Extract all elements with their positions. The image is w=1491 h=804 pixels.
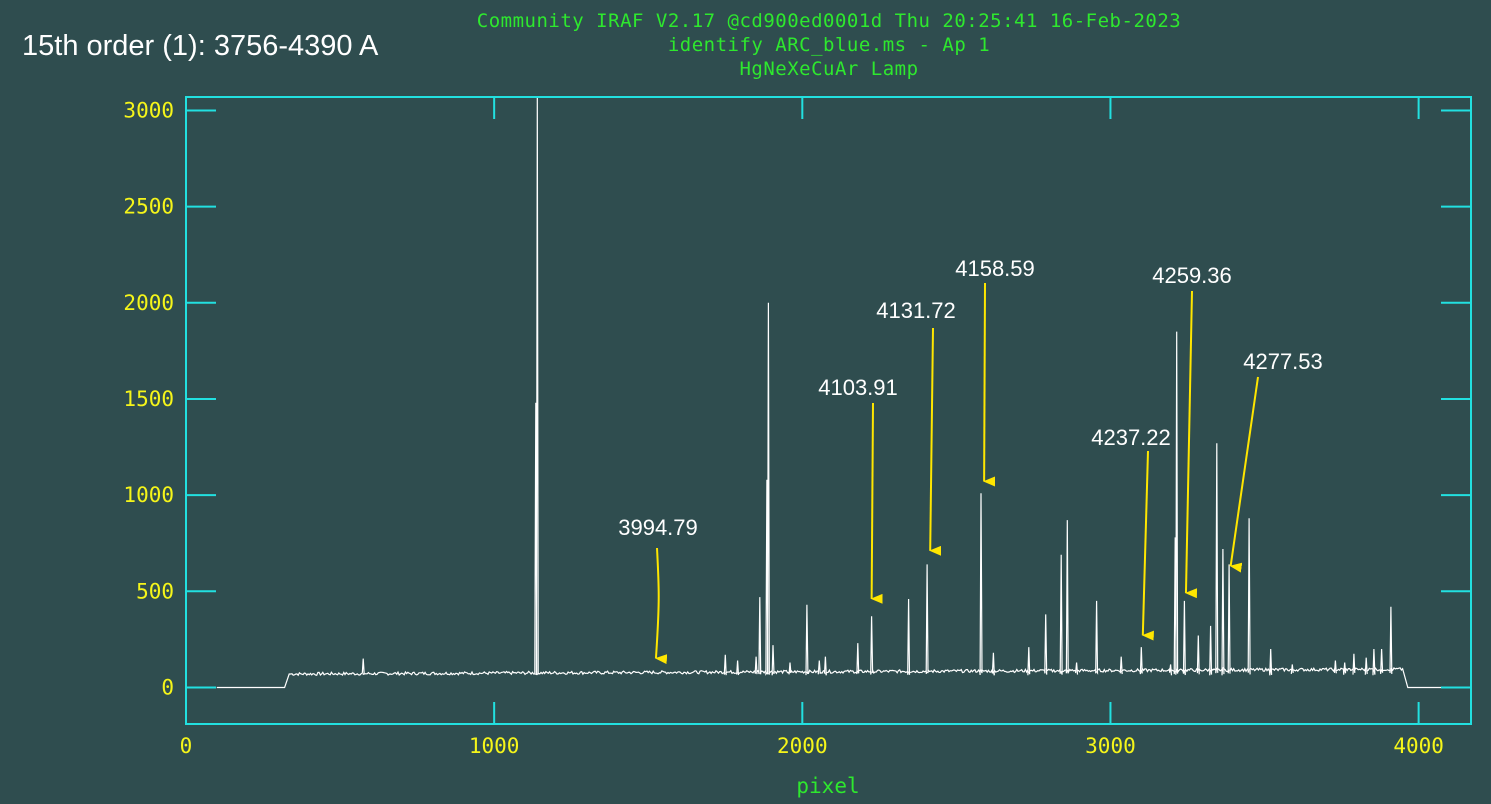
header-line-task: identify ARC_blue.ms - Ap 1 (667, 34, 991, 56)
line-id-arrow (1229, 376, 1259, 573)
x-axis-label: pixel (796, 774, 859, 798)
line-id-label: 4277.53 (1243, 349, 1323, 374)
line-id-arrow (1184, 290, 1198, 599)
line-identifications: 3994.79 4103.91 4131.72 4158.59 4237.22 4259.… (618, 256, 1323, 665)
spectrum-layer (216, 96, 1471, 689)
y-tick-label: 1000 (123, 483, 174, 507)
y-tick-label: 1500 (123, 387, 174, 411)
y-tick-label: 2000 (123, 291, 174, 315)
y-tick-label: 2500 (123, 195, 174, 219)
line-id-arrow (654, 547, 668, 665)
order-label: 15th order (1): 3756-4390 A (22, 30, 379, 62)
line-id-label: 4237.22 (1091, 425, 1171, 450)
line-id-label: 4131.72 (876, 298, 956, 323)
line-id-arrow (929, 327, 942, 556)
x-tick-label: 1000 (469, 734, 520, 758)
x-tick-label: 3000 (1085, 734, 1136, 758)
plot-border (185, 96, 1472, 725)
plot-frame (185, 96, 1472, 725)
line-id-label: 3994.79 (618, 515, 698, 540)
line-id-arrow (870, 402, 883, 604)
x-tick-label: 4000 (1393, 734, 1444, 758)
line-id-label: 4158.59 (955, 256, 1035, 281)
line-id-label: 4259.36 (1152, 263, 1232, 288)
line-id-arrow (1141, 450, 1154, 641)
line-id-label: 4103.91 (818, 375, 898, 400)
header-line-lamp: HgNeXeCuAr Lamp (739, 58, 919, 80)
y-tick-label: 0 (161, 675, 174, 699)
spectrum-line (216, 96, 1471, 689)
axis-ticks: 0 500 1000 1500 2000 2500 3000 0 1000 2000 3000 400… (123, 97, 1471, 758)
header-line-system: Community IRAF V2.17 @cd900ed0001d Thu 2… (476, 10, 1182, 32)
line-id-arrow (983, 282, 996, 487)
x-tick-label: 0 (180, 734, 193, 758)
y-tick-label: 500 (136, 579, 174, 603)
y-tick-label: 3000 (123, 98, 174, 122)
x-tick-label: 2000 (777, 734, 828, 758)
